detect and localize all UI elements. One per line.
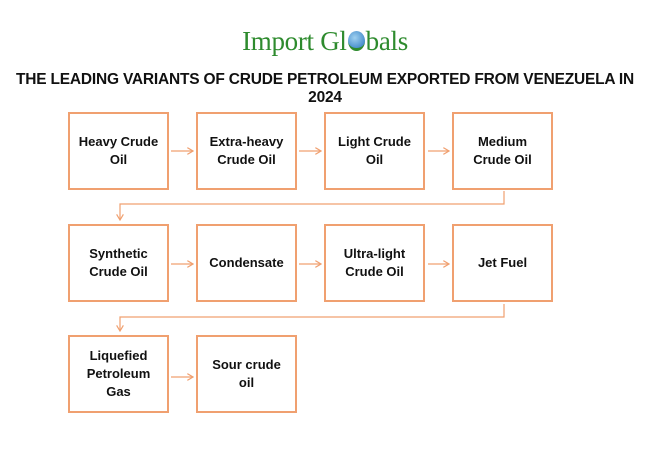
- logo-text-end: bals: [365, 26, 409, 56]
- step-box: Light Crude Oil: [324, 112, 425, 190]
- step-box: Synthetic Crude Oil: [68, 224, 169, 302]
- step-box: Ultra-light Crude Oil: [324, 224, 425, 302]
- step-box: Extra-heavy Crude Oil: [196, 112, 297, 190]
- diagram-title: THE LEADING VARIANTS OF CRUDE PETROLEUM …: [15, 71, 635, 106]
- globe-icon: [347, 31, 365, 51]
- step-box: Condensate: [196, 224, 297, 302]
- step-box: Heavy Crude Oil: [68, 112, 169, 190]
- arrow: [120, 304, 505, 331]
- step-box: Liquefied Petroleum Gas: [68, 335, 169, 413]
- logo-text-start: Import Gl: [242, 26, 347, 56]
- step-box: Sour crude oil: [196, 335, 297, 413]
- arrow: [120, 191, 505, 220]
- step-box: Medium Crude Oil: [452, 112, 553, 190]
- step-box: Jet Fuel: [452, 224, 553, 302]
- import-globals-logo: Import Gl bals: [0, 26, 650, 57]
